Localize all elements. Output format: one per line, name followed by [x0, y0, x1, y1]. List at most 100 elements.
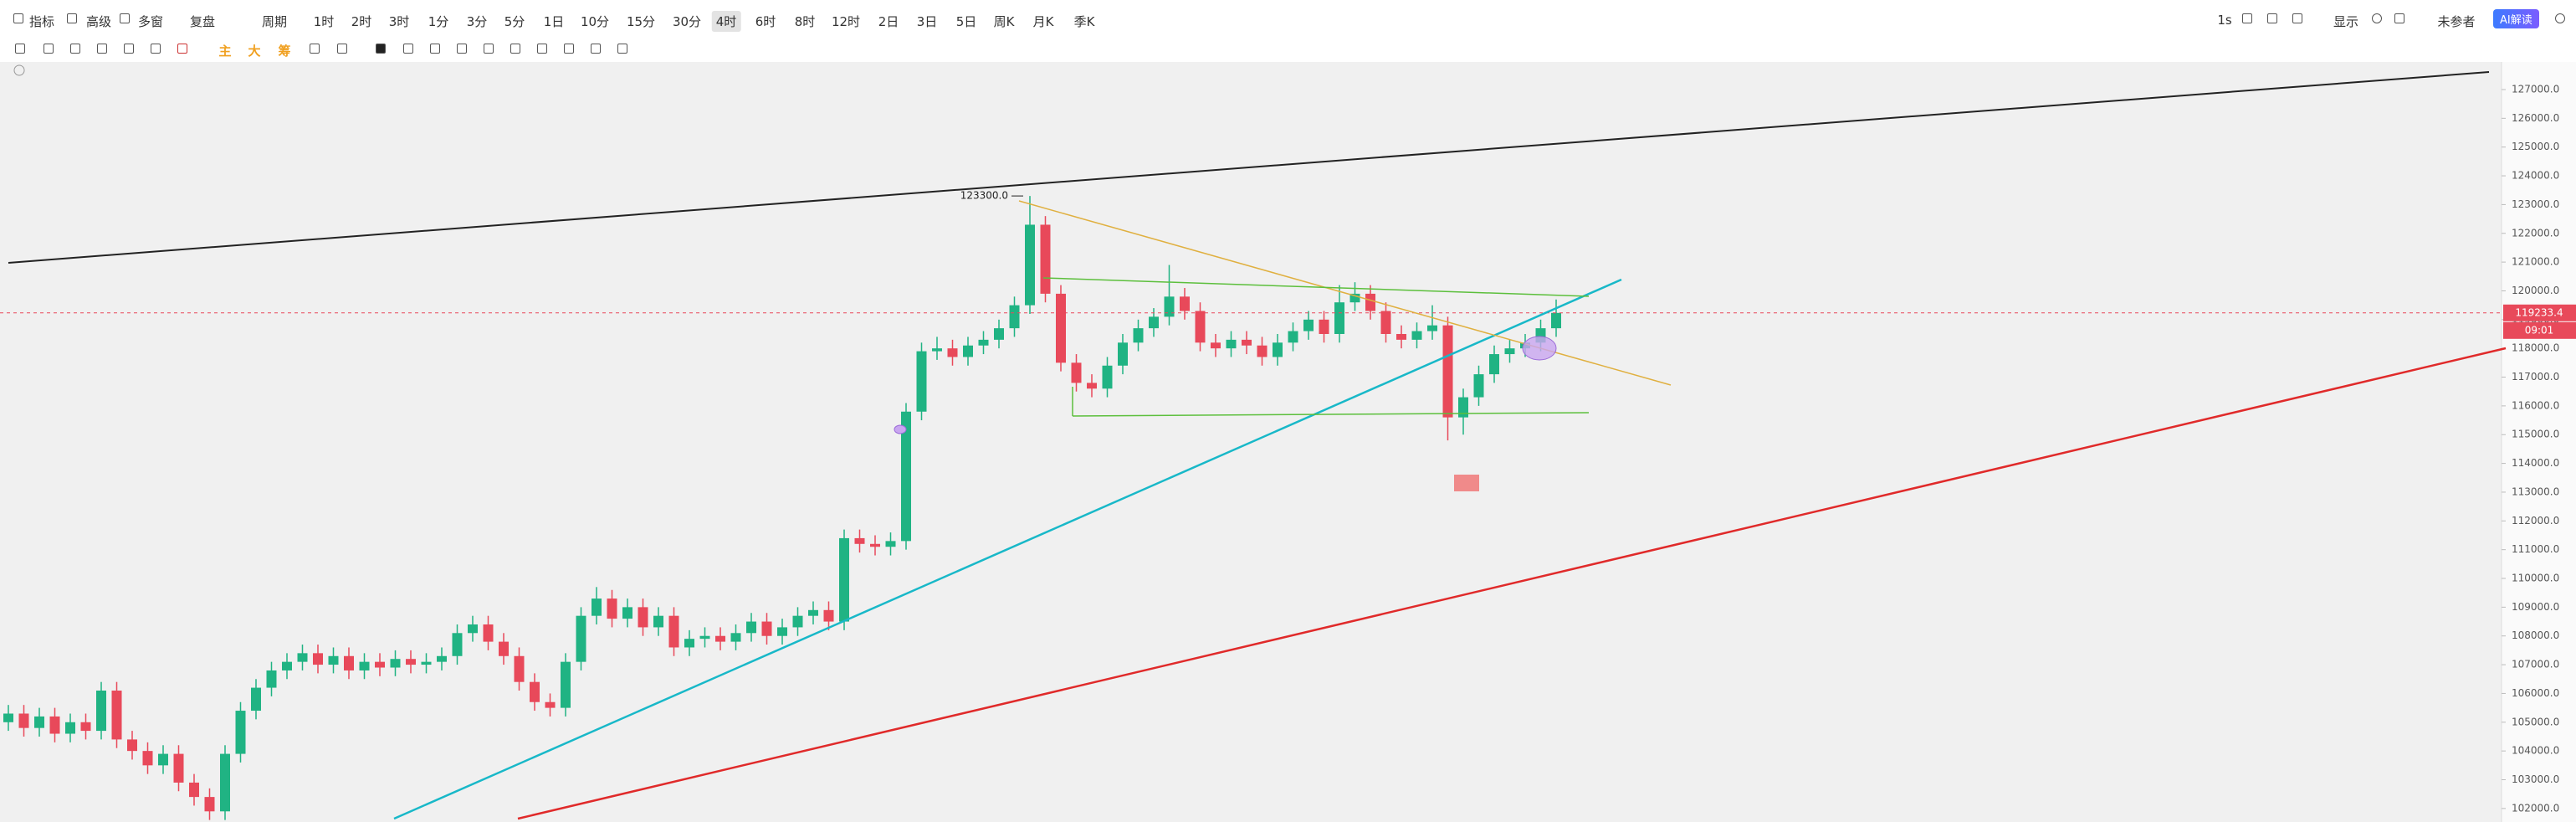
icon: [537, 44, 547, 54]
icon: [15, 44, 25, 54]
countdown-label: 09:01: [2525, 324, 2554, 336]
icon: [310, 44, 320, 54]
period-button[interactable]: 周K: [993, 14, 1015, 29]
candle-body: [1226, 339, 1237, 349]
candle-body: [808, 609, 818, 616]
toolbar-button[interactable]: 未参者: [2437, 14, 2476, 29]
candle-body: [561, 661, 571, 708]
marker-ellipse[interactable]: [1522, 336, 1557, 361]
indicator-button[interactable]: 主: [218, 44, 232, 59]
icon: [430, 44, 440, 54]
candle-body: [823, 609, 834, 622]
icon: [120, 13, 130, 23]
period-button[interactable]: 15分: [626, 14, 656, 29]
icon: [484, 44, 494, 54]
candle-body: [499, 641, 509, 656]
y-tick-label: 104000.0: [2512, 745, 2559, 757]
candle-body: [514, 655, 525, 682]
period-button[interactable]: 5日: [955, 14, 977, 29]
y-tick-label: 107000.0: [2512, 659, 2559, 670]
trend-line[interactable]: [517, 347, 2507, 820]
toolbar-button[interactable]: 1s: [2217, 13, 2232, 28]
candle-body: [684, 639, 694, 648]
period-button[interactable]: 1日: [543, 14, 565, 29]
channel-line[interactable]: [1072, 412, 1590, 417]
y-tick-label: 114000.0: [2512, 457, 2559, 469]
y-tick-label: 126000.0: [2512, 112, 2559, 124]
icon: [2555, 13, 2565, 23]
period-button[interactable]: 季K: [1073, 14, 1095, 29]
candle-body: [730, 633, 741, 642]
candle-body: [963, 345, 973, 357]
trend-line[interactable]: [1018, 200, 1672, 386]
period-button[interactable]: 2时: [351, 14, 372, 29]
candle-body: [1504, 348, 1515, 355]
candle-body: [158, 753, 168, 766]
marker-ellipse[interactable]: [894, 424, 907, 434]
candle-body: [142, 751, 153, 766]
candle-body: [1442, 325, 1453, 418]
price-axis-background: [2502, 62, 2576, 822]
candle-body: [839, 537, 849, 622]
period-button[interactable]: 2日: [878, 14, 899, 29]
candle-body: [947, 348, 958, 357]
candle-body: [653, 615, 663, 628]
indicator-button[interactable]: 大: [248, 44, 261, 59]
candle-body: [638, 607, 648, 628]
toolbar-button[interactable]: 周期: [261, 14, 288, 29]
toolbar-button[interactable]: 复盘: [189, 14, 216, 29]
trend-line[interactable]: [393, 278, 1622, 820]
period-button[interactable]: 10分: [580, 14, 610, 29]
icon: [403, 44, 413, 54]
candle-body: [1458, 397, 1468, 418]
candle-body: [1211, 342, 1221, 349]
period-button[interactable]: 1时: [313, 14, 335, 29]
period-button[interactable]: 5分: [504, 14, 525, 29]
icon: [564, 44, 574, 54]
candle-body: [1349, 293, 1360, 303]
icon: [151, 44, 161, 54]
y-tick-label: 108000.0: [2512, 629, 2559, 641]
drawings: [8, 64, 2507, 820]
trend-line[interactable]: [8, 71, 2490, 264]
period-button[interactable]: 30分: [672, 14, 702, 29]
candle-body: [916, 351, 927, 412]
period-button[interactable]: 3日: [916, 14, 938, 29]
period-button[interactable]: 3分: [466, 14, 488, 29]
candle-body: [1133, 328, 1144, 343]
candle-body: [854, 537, 865, 544]
candle-body: [468, 624, 478, 634]
ai-button[interactable]: AI解读: [2493, 9, 2539, 28]
period-button[interactable]: 12时: [831, 14, 861, 29]
toolbar-button[interactable]: 显示: [2333, 14, 2359, 29]
y-tick-label: 105000.0: [2512, 716, 2559, 727]
candle-body: [173, 753, 184, 783]
period-button[interactable]: 4时: [711, 11, 741, 32]
candle-body: [1551, 312, 1561, 329]
candle-body: [1288, 331, 1298, 343]
candle-body: [1118, 342, 1128, 366]
period-button[interactable]: 1分: [428, 14, 449, 29]
candle-body: [530, 681, 540, 702]
candle-body: [421, 661, 432, 665]
channel-line[interactable]: [1042, 277, 1590, 297]
period-button[interactable]: 月K: [1032, 14, 1054, 29]
drawing-toolbar: 主大筹: [0, 37, 2576, 62]
period-button[interactable]: 8时: [794, 14, 816, 29]
icon: [44, 44, 54, 54]
y-tick-label: 117000.0: [2512, 371, 2559, 383]
period-button[interactable]: 6时: [755, 14, 776, 29]
candle-body: [545, 701, 556, 708]
toolbar-button[interactable]: 高级: [85, 14, 112, 29]
marker-box[interactable]: [1454, 475, 1479, 491]
y-tick-label: 112000.0: [2512, 515, 2559, 527]
candle-body: [932, 348, 942, 352]
y-tick-label: 121000.0: [2512, 256, 2559, 268]
candle-body: [1489, 354, 1499, 375]
candle-body: [1164, 296, 1175, 317]
toolbar-button[interactable]: 多窗: [137, 14, 164, 29]
candle-body: [1087, 383, 1097, 389]
toolbar-button[interactable]: 指标: [28, 14, 55, 29]
indicator-button[interactable]: 筹: [278, 44, 291, 59]
period-button[interactable]: 3时: [388, 14, 410, 29]
